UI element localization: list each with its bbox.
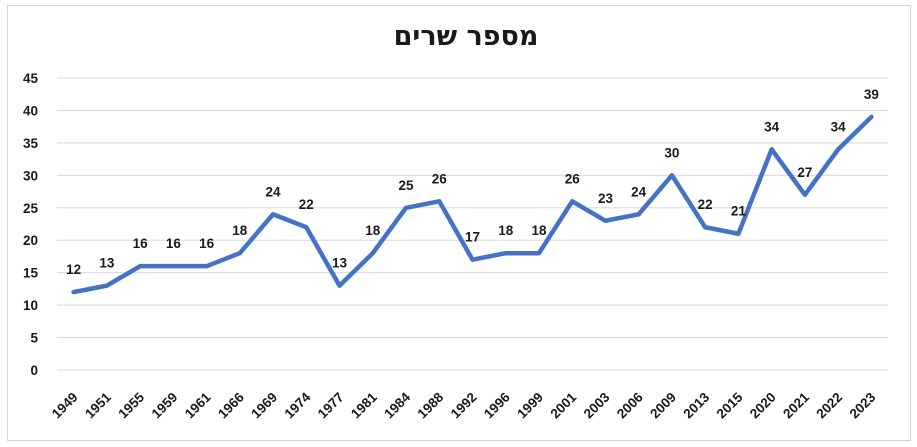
data-label: 34 (764, 119, 780, 134)
data-label: 34 (831, 119, 847, 134)
x-axis-tick-label: 1959 (149, 390, 181, 422)
data-label: 25 (399, 178, 415, 193)
data-label: 30 (664, 145, 679, 160)
data-label: 18 (365, 223, 381, 238)
x-axis-tick-label: 2009 (647, 390, 679, 422)
x-axis-tick-label: 1955 (115, 389, 147, 421)
y-axis-tick-label: 5 (30, 331, 38, 346)
x-axis-tick-label: 1977 (315, 390, 347, 422)
x-axis-tick-label: 1984 (381, 389, 413, 421)
data-label: 24 (631, 184, 647, 199)
x-axis-tick-label: 1951 (82, 389, 114, 421)
x-axis-tick-label: 2006 (614, 389, 646, 421)
x-axis-tick-label: 2023 (847, 389, 879, 421)
data-label: 21 (731, 204, 747, 219)
data-label: 18 (531, 223, 547, 238)
data-label: 18 (232, 223, 248, 238)
x-axis-tick-label: 2022 (813, 390, 845, 422)
y-axis-tick-label: 0 (30, 363, 38, 378)
data-label: 22 (698, 197, 713, 212)
x-axis-tick-label: 1988 (415, 389, 447, 421)
data-label: 18 (498, 223, 514, 238)
y-axis-tick-label: 45 (23, 71, 39, 86)
y-axis-tick-label: 25 (23, 201, 39, 216)
y-axis-tick-label: 20 (23, 233, 38, 248)
x-axis-tick-label: 2021 (780, 389, 812, 421)
data-label: 22 (299, 197, 314, 212)
x-axis-tick-label: 1966 (215, 389, 247, 421)
data-label: 26 (565, 171, 581, 186)
data-label: 12 (66, 262, 81, 277)
y-axis-tick-label: 30 (23, 168, 38, 183)
y-axis-tick-label: 40 (23, 103, 38, 118)
data-label: 16 (166, 236, 182, 251)
y-axis-tick-label: 35 (23, 136, 39, 151)
x-axis-tick-label: 2020 (747, 390, 779, 422)
series-line (71, 114, 874, 295)
data-label: 13 (99, 256, 115, 271)
x-axis-tick-label: 1961 (182, 389, 214, 421)
data-label: 13 (332, 256, 348, 271)
data-label: 17 (465, 230, 480, 245)
x-axis-tick-label: 1974 (282, 389, 314, 421)
x-axis-tick-label: 2003 (581, 389, 613, 421)
data-label: 26 (432, 171, 448, 186)
x-axis-tick-label: 1996 (481, 389, 513, 421)
y-axis-tick-label: 10 (23, 298, 38, 313)
data-label: 24 (266, 184, 282, 199)
data-label: 39 (864, 87, 879, 102)
data-label: 16 (199, 236, 215, 251)
x-axis-tick-label: 1999 (514, 390, 546, 422)
x-axis-tick-label: 2001 (547, 389, 579, 421)
y-axis-tick-label: 15 (23, 266, 39, 281)
chart-title: מספר שרים (394, 21, 539, 52)
x-axis-tick-label: 1949 (49, 390, 81, 422)
data-label: 16 (133, 236, 149, 251)
data-label: 27 (797, 165, 812, 180)
x-axis-tick-label: 1992 (448, 390, 480, 422)
x-axis-tick-label: 2013 (680, 389, 712, 421)
chart-border (7, 5, 911, 441)
data-label: 23 (598, 191, 614, 206)
x-axis-tick-label: 2015 (714, 389, 746, 421)
x-axis-tick-label: 1969 (248, 390, 280, 422)
x-axis-tick-label: 1981 (348, 389, 380, 421)
